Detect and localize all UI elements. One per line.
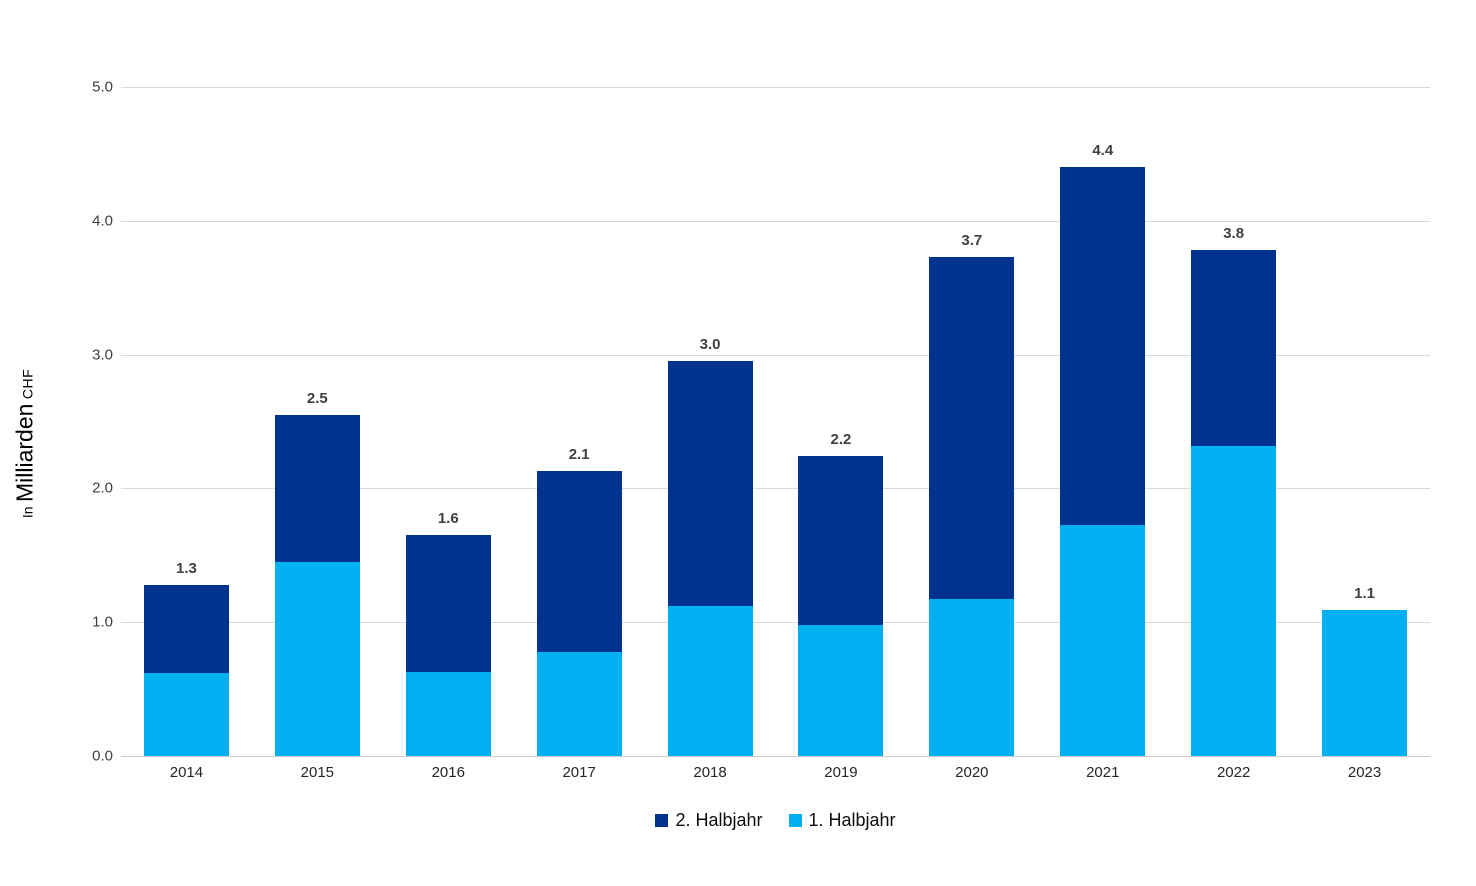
bar-2014-segment-2-halbjahr[interactable] — [143, 584, 229, 674]
legend-item-2-halbjahr[interactable]: 2. Halbjahr — [655, 809, 763, 831]
y-tick-label: 2.0 — [92, 479, 113, 497]
bar-2016[interactable]: 1.6 — [405, 510, 491, 756]
bar-2021[interactable]: 4.4 — [1060, 142, 1146, 756]
gridline-y-5.0 — [121, 87, 1430, 88]
legend: 2. Halbjahr 1. Halbjahr — [121, 804, 1430, 836]
y-tick-label: 5.0 — [92, 78, 113, 96]
bar-2015-segment-1-halbjahr[interactable] — [274, 562, 360, 756]
bar-2017[interactable]: 2.1 — [536, 446, 622, 756]
total-label-2014: 1.3 — [176, 559, 197, 577]
legend-swatch-icon — [788, 813, 802, 827]
bar-2019[interactable]: 2.2 — [798, 431, 884, 756]
bar-2023-segment-1-halbjahr[interactable] — [1322, 610, 1408, 756]
y-axis-title-main: Milliarden — [11, 403, 38, 503]
total-label-2017: 2.1 — [568, 446, 590, 464]
bar-2021-segment-1-halbjahr[interactable] — [1060, 524, 1146, 756]
bar-2022[interactable]: 3.8 — [1191, 225, 1277, 756]
bar-2023[interactable]: 1.1 — [1322, 585, 1408, 756]
y-axis-title: In Milliarden CHF — [12, 234, 39, 654]
total-label-2021: 4.4 — [1092, 142, 1114, 160]
x-tick-label-2017: 2017 — [562, 764, 596, 781]
bar-2014[interactable]: 1.3 — [143, 560, 229, 756]
y-axis-title-prefix: In — [19, 506, 36, 519]
legend-label: 1. Halbjahr — [808, 809, 896, 830]
total-label-2020: 3.7 — [961, 231, 983, 249]
total-label-2015: 2.5 — [306, 389, 328, 407]
bar-2016-segment-2-halbjahr[interactable] — [405, 535, 491, 672]
bar-2016-segment-1-halbjahr[interactable] — [405, 671, 491, 756]
gridline-y-1.0 — [121, 622, 1430, 624]
bar-2017-segment-2-halbjahr[interactable] — [536, 471, 622, 652]
x-tick-label-2015: 2015 — [300, 764, 335, 781]
gridline-y-0.0 — [121, 756, 1430, 757]
bar-2019-segment-1-halbjahr[interactable] — [798, 624, 884, 756]
bar-2014-segment-1-halbjahr[interactable] — [143, 673, 229, 756]
bar-2022-segment-2-halbjahr[interactable] — [1191, 250, 1277, 446]
legend-swatch-icon — [655, 813, 669, 827]
y-tick-label: 3.0 — [92, 346, 113, 364]
gridline-y-4.0 — [121, 220, 1430, 222]
gridline-y-3.0 — [121, 354, 1430, 356]
y-tick-label: 4.0 — [92, 212, 113, 230]
bar-2020[interactable]: 3.7 — [929, 232, 1015, 756]
bar-2015-segment-2-halbjahr[interactable] — [274, 414, 360, 562]
bar-2015[interactable]: 2.5 — [274, 390, 360, 756]
bar-2019-segment-2-halbjahr[interactable] — [798, 456, 884, 625]
total-label-2019: 2.2 — [830, 431, 852, 449]
bar-2018[interactable]: 3.0 — [667, 336, 753, 756]
y-tick-label: 0.0 — [92, 747, 113, 765]
gridline-y-2.0 — [121, 488, 1430, 490]
y-axis-title-suffix: CHF — [19, 368, 36, 400]
bar-2020-segment-2-halbjahr[interactable] — [929, 256, 1015, 600]
legend-label: 2. Halbjahr — [675, 809, 763, 830]
bar-2022-segment-1-halbjahr[interactable] — [1191, 445, 1277, 756]
total-label-2022: 3.8 — [1223, 225, 1245, 243]
bar-2018-segment-2-halbjahr[interactable] — [667, 361, 753, 607]
x-tick-label-2020: 2020 — [955, 764, 989, 781]
x-tick-label-2014: 2014 — [169, 764, 204, 781]
bar-2018-segment-1-halbjahr[interactable] — [667, 606, 753, 756]
x-tick-label-2021: 2021 — [1086, 764, 1120, 781]
bar-2020-segment-1-halbjahr[interactable] — [929, 599, 1015, 756]
x-tick-label-2023: 2023 — [1347, 764, 1382, 781]
x-tick-label-2022: 2022 — [1216, 764, 1251, 781]
total-label-2018: 3.0 — [699, 336, 721, 354]
y-tick-label: 1.0 — [92, 613, 113, 631]
x-tick-label-2019: 2019 — [824, 764, 858, 781]
legend-item-1-halbjahr[interactable]: 1. Halbjahr — [788, 809, 896, 831]
x-tick-label-2018: 2018 — [693, 764, 727, 781]
total-label-2016: 1.6 — [437, 510, 459, 528]
total-label-2023: 1.1 — [1354, 585, 1375, 603]
plot-area: 5.0 4.0 3.0 2.0 1.0 0.0 1.3 2014 2.5 2015 1.6 2016 2… — [92, 79, 1430, 781]
bar-2017-segment-1-halbjahr[interactable] — [536, 651, 622, 756]
x-tick-label-2016: 2016 — [431, 764, 465, 781]
bar-2021-segment-2-halbjahr[interactable] — [1060, 167, 1146, 525]
